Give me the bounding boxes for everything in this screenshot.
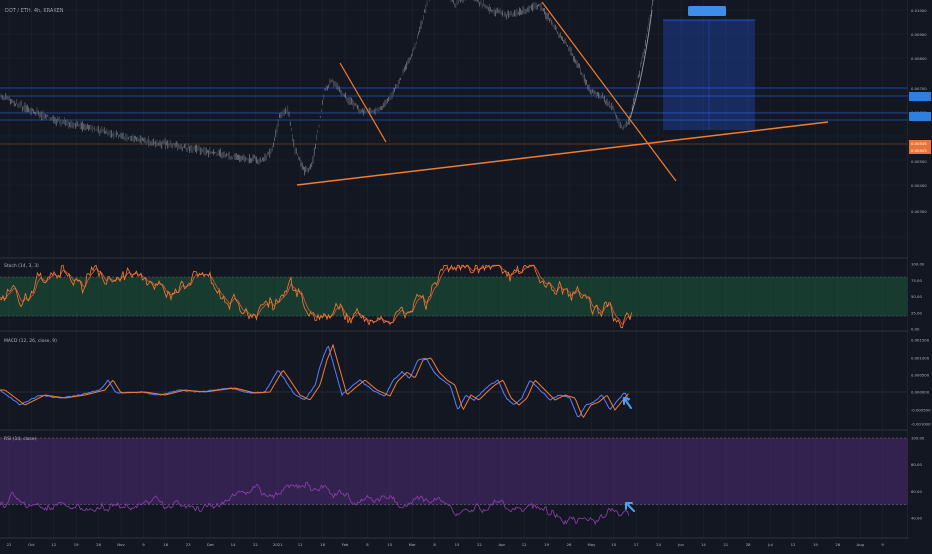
time-tick-label: 22 bbox=[253, 542, 258, 547]
time-tick-label: 11 bbox=[298, 542, 303, 547]
descending-trendline[interactable] bbox=[541, 1, 677, 182]
stoch-panel[interactable] bbox=[0, 264, 908, 329]
rsi-tick-label: 100.00 bbox=[911, 436, 925, 441]
rsi-label: RSI (14, close) bbox=[4, 436, 37, 442]
time-tick-label: Oct bbox=[28, 542, 35, 547]
time-tick-label: 14 bbox=[231, 542, 236, 547]
macd-tick-label: 0.001000 bbox=[911, 356, 930, 361]
time-tick-label: Feb bbox=[342, 542, 349, 547]
macd-line bbox=[0, 345, 629, 418]
time-tick-label: 28 bbox=[746, 542, 751, 547]
macd-tick-label: 0.000000 bbox=[911, 390, 930, 395]
time-tick-label: 19 bbox=[544, 542, 549, 547]
macd-arrow-icon[interactable] bbox=[623, 397, 632, 409]
rsi-band bbox=[0, 438, 908, 505]
stoch-tick-label: 50.00 bbox=[911, 294, 922, 299]
support-level-badge bbox=[909, 112, 931, 121]
time-tick-label: 15 bbox=[455, 542, 460, 547]
time-tick-label: 15 bbox=[387, 542, 392, 547]
time-tick-label: 12 bbox=[522, 542, 527, 547]
price-badge bbox=[909, 147, 931, 154]
price-tick-label: 0.00800 bbox=[911, 56, 927, 61]
time-tick-label: Nov bbox=[117, 542, 125, 547]
time-tick-label: 23 bbox=[186, 542, 191, 547]
time-tick-label: Jul bbox=[767, 542, 773, 547]
price-axis[interactable]: 0.010000.009000.008000.007000.006000.005… bbox=[908, 0, 932, 550]
time-tick-label: 19 bbox=[813, 542, 818, 547]
rsi-arrow-icon[interactable] bbox=[625, 502, 635, 512]
short-descending-trendline[interactable] bbox=[339, 62, 387, 143]
price-tick-label: 0.00700 bbox=[911, 86, 927, 91]
stoch-tick-label: 75.00 bbox=[911, 278, 922, 283]
price-badge-label: 0.00503 bbox=[911, 148, 927, 153]
time-tick-label: 24 bbox=[656, 542, 661, 547]
time-tick-label: 2021 bbox=[273, 542, 283, 547]
rsi-panel[interactable] bbox=[0, 437, 908, 526]
time-axis-background bbox=[0, 539, 908, 550]
time-tick-label: 10 bbox=[611, 542, 616, 547]
macd-tick-label: 0.001500 bbox=[911, 338, 930, 343]
price-panel[interactable] bbox=[0, 0, 908, 186]
rsi-tick-label: 40.00 bbox=[911, 516, 922, 521]
price-tick-label: 0.00900 bbox=[911, 32, 927, 37]
time-tick-label: Mar bbox=[409, 542, 417, 547]
time-tick-label: 22 bbox=[477, 542, 482, 547]
stoch-tick-label: 0.00 bbox=[911, 327, 920, 332]
time-tick-label: 18 bbox=[320, 542, 325, 547]
price-tick-label: 0.00300 bbox=[911, 209, 927, 214]
support-level-badge bbox=[909, 92, 931, 101]
time-tick-label: 19 bbox=[74, 542, 79, 547]
time-axis[interactable]: 22 Oct 12 19 26 Nov 9 16 23 Dec 14 22 2021 11 18 Feb 8 15… bbox=[0, 539, 908, 550]
price-tick-label: 0.01000 bbox=[911, 8, 927, 13]
time-tick-label: 8 bbox=[433, 542, 436, 547]
stoch-tick-label: 100.00 bbox=[911, 262, 925, 267]
time-tick-label: Apr bbox=[499, 542, 506, 547]
stoch-overbought-oversold-band bbox=[0, 277, 908, 316]
stoch-tick-label: 25.00 bbox=[911, 310, 922, 315]
price-axis-background bbox=[908, 0, 932, 550]
macd-tick-label: 0.000500 bbox=[911, 373, 930, 378]
time-tick-label: 17 bbox=[634, 542, 639, 547]
stoch-d-line bbox=[0, 265, 632, 325]
ascending-trendline[interactable] bbox=[296, 121, 829, 186]
price-projection-curve bbox=[629, 9, 653, 119]
price-badge-label: 0.00545 bbox=[911, 141, 927, 146]
price-tick-label: 0.00500 bbox=[911, 159, 927, 164]
symbol-label: DOT / ETH, 4h, KRAKEN bbox=[5, 8, 64, 14]
time-tick-label: 9 bbox=[881, 542, 884, 547]
position-target-badge[interactable] bbox=[688, 6, 726, 16]
stoch-label: Stoch (14, 3, 3) bbox=[4, 263, 39, 269]
time-tick-label: 26 bbox=[835, 542, 840, 547]
macd-tick-label: -0.001000 bbox=[911, 422, 931, 427]
time-tick-label: 21 bbox=[723, 542, 728, 547]
time-tick-label: 12 bbox=[791, 542, 796, 547]
time-tick-label: 26 bbox=[96, 542, 101, 547]
time-tick-label: 16 bbox=[163, 542, 168, 547]
macd-label: MACD (12, 26, close, 9) bbox=[4, 338, 57, 344]
price-tick-label: 0.00400 bbox=[911, 183, 927, 188]
macd-signal-line bbox=[0, 343, 629, 419]
price-badge bbox=[909, 140, 931, 147]
stoch-k-line bbox=[0, 264, 632, 329]
time-tick-label: May bbox=[587, 542, 596, 547]
rsi-tick-label: 80.00 bbox=[911, 462, 922, 467]
time-tick-label: 8 bbox=[366, 542, 369, 547]
macd-panel[interactable] bbox=[0, 343, 908, 419]
time-tick-label: Jun bbox=[677, 542, 685, 547]
time-tick-label: 14 bbox=[701, 542, 706, 547]
time-tick-label: 26 bbox=[567, 542, 572, 547]
macd-tick-label: -0.000500 bbox=[911, 408, 931, 413]
time-tick-label: 12 bbox=[51, 542, 56, 547]
rsi-line bbox=[0, 481, 630, 526]
time-tick-label: Dec bbox=[207, 542, 214, 547]
time-tick-label: Aug bbox=[856, 542, 864, 547]
time-tick-label: 22 bbox=[7, 542, 12, 547]
time-tick-label: 9 bbox=[142, 542, 145, 547]
rsi-tick-label: 60.00 bbox=[911, 489, 922, 494]
